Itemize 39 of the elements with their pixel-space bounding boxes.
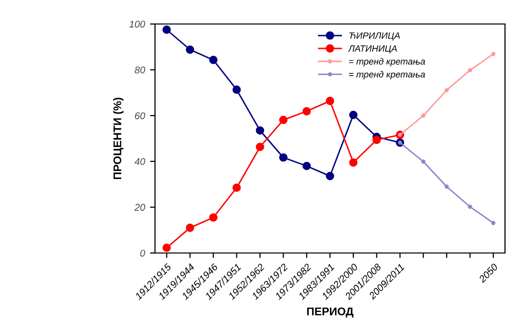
point: [468, 68, 472, 72]
point: [444, 88, 449, 92]
point: [232, 184, 241, 192]
point: [256, 142, 264, 152]
point: [421, 160, 426, 164]
point: [302, 107, 311, 116]
legend-label: = тренд кретања: [349, 58, 426, 66]
point: [349, 110, 358, 120]
point: [162, 26, 171, 34]
point: [279, 153, 288, 162]
point: [444, 184, 449, 189]
legend-label: ЛАТИНИЦА: [348, 45, 397, 54]
point: [186, 45, 194, 54]
y-axis-title: ПРОЦЕНТИ (%): [113, 98, 124, 180]
point: [232, 86, 241, 94]
y-tick-label: 100: [129, 20, 146, 28]
point: [491, 220, 496, 226]
point: [349, 158, 358, 167]
point: [372, 136, 381, 144]
point: [491, 52, 496, 56]
legend-label: = тренд кретања: [349, 70, 426, 80]
y-tick-label: 40: [134, 158, 146, 166]
point: [468, 204, 472, 209]
point: [162, 244, 171, 252]
point: [186, 224, 194, 232]
point: [302, 162, 311, 170]
point: [326, 96, 334, 106]
x-axis-title: ПЕРИОД: [307, 307, 354, 318]
point: [256, 126, 264, 135]
y-tick-label: 60: [135, 112, 146, 120]
point: [209, 56, 218, 64]
legend-label: ЋИРИЛИЦА: [349, 32, 400, 40]
point: [279, 116, 288, 124]
point: [326, 172, 334, 180]
y-tick-label: 80: [134, 66, 146, 74]
y-tick-label: 0: [140, 250, 146, 257]
point: [209, 213, 218, 222]
y-tick-label: 20: [134, 204, 146, 211]
point: [421, 114, 426, 118]
